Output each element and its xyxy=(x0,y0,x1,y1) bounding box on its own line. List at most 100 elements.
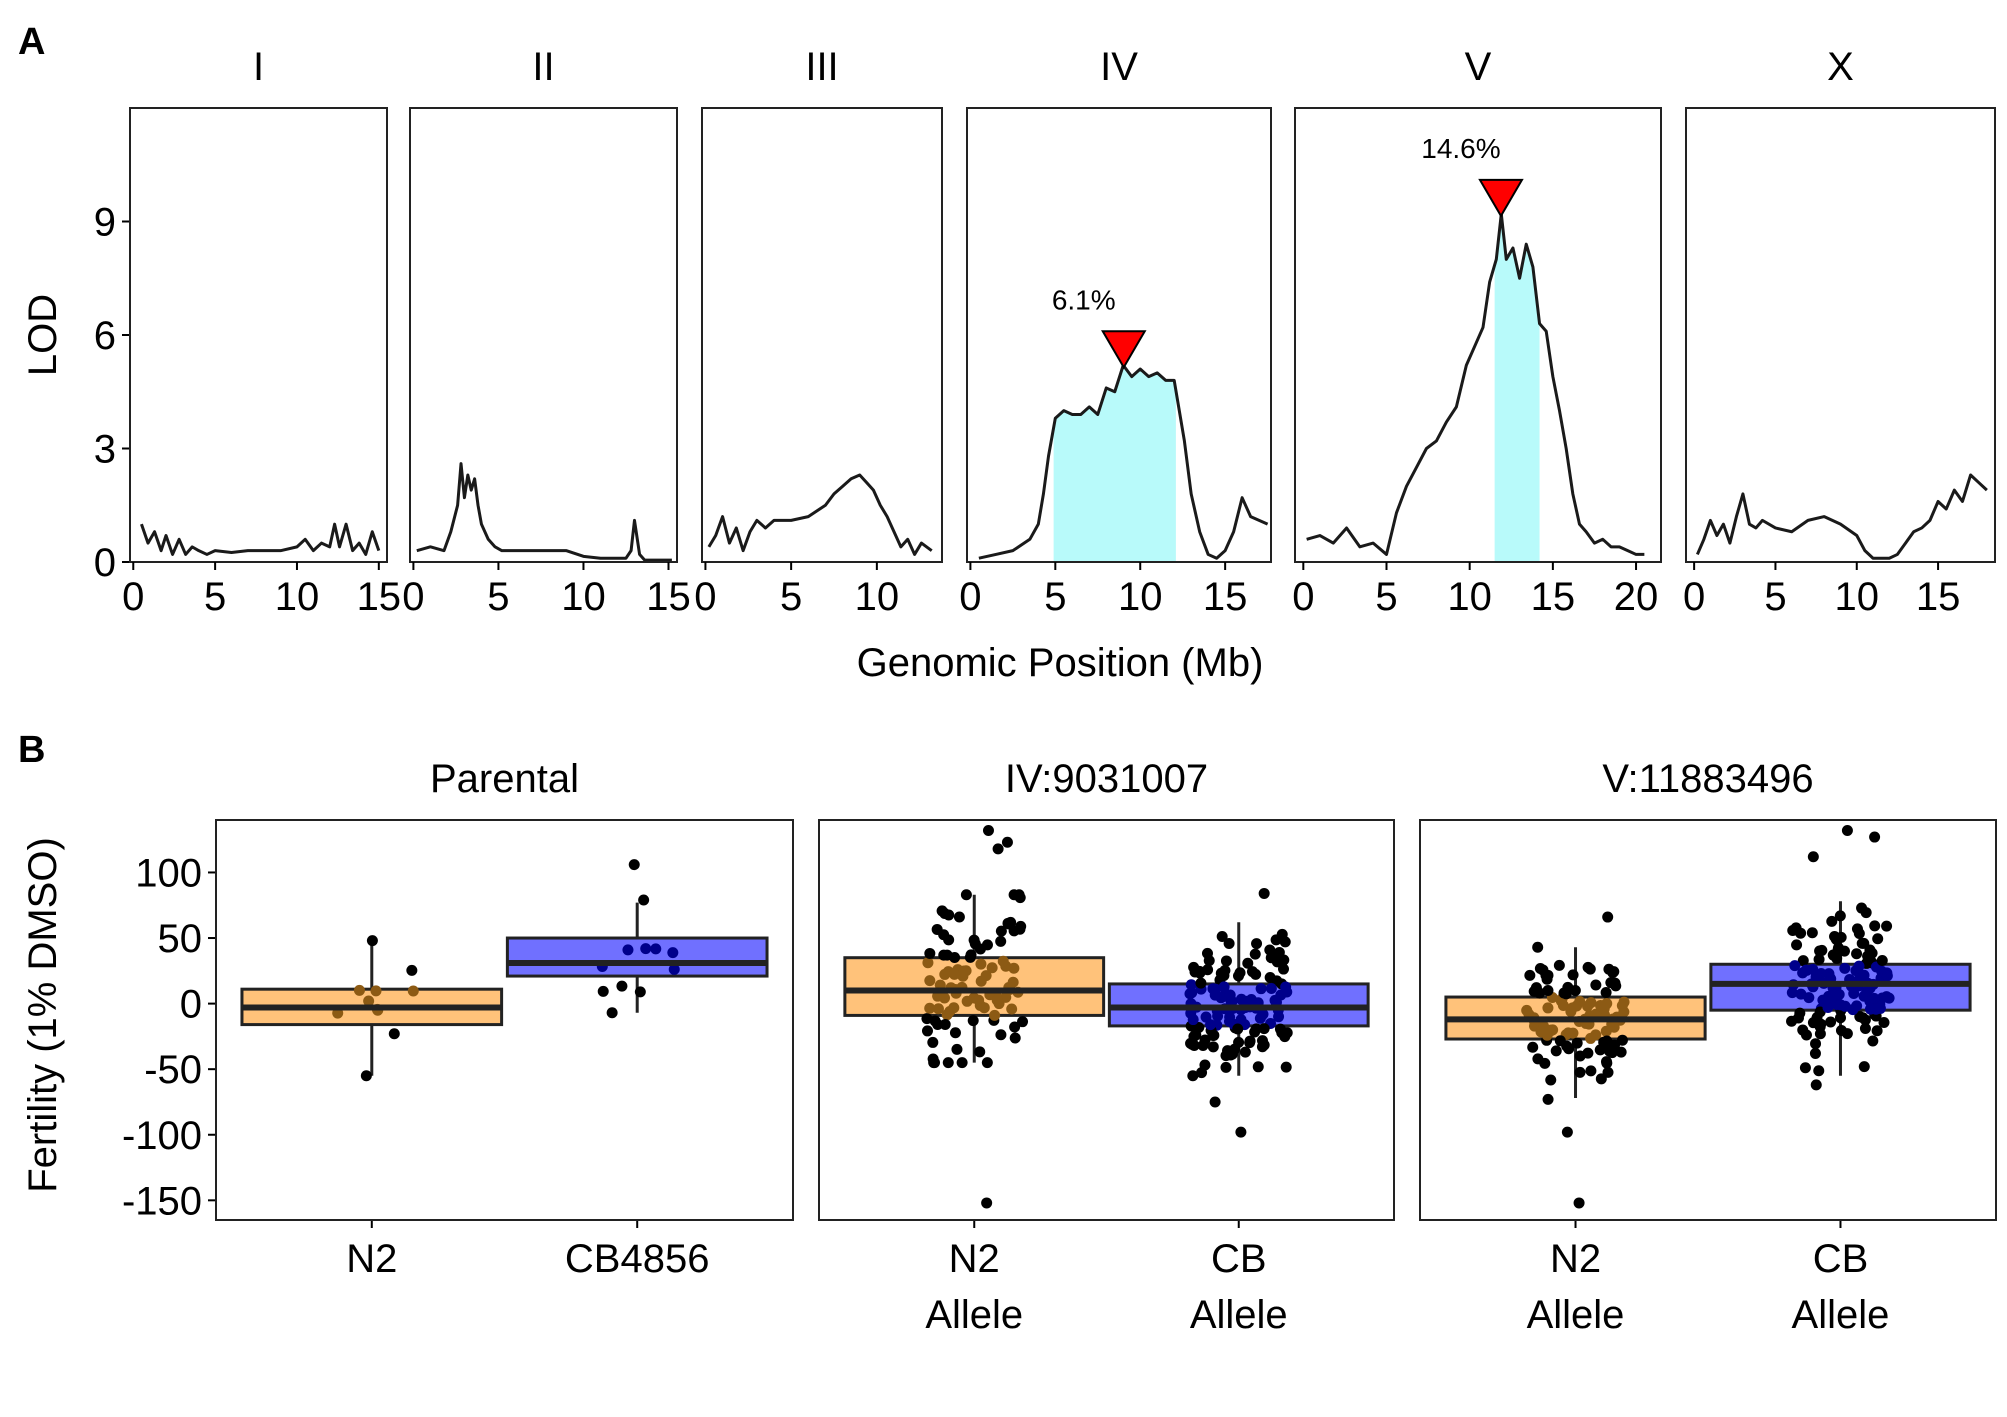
fertility-frame-parental xyxy=(215,819,794,1221)
data-point-v-11883496-cb-allele xyxy=(1827,990,1839,1002)
data-point-iv-9031007-cb-allele xyxy=(1232,970,1244,982)
lod-x-tick-label: 10 xyxy=(1118,575,1163,619)
lod-line-iv xyxy=(978,363,1269,560)
lod-x-tick-label: 20 xyxy=(1614,575,1659,619)
data-point-v-11883496-cb-allele xyxy=(1868,992,1880,1004)
fertility-y-tick-label: -150 xyxy=(122,1179,202,1223)
data-point-v-11883496-cb-allele xyxy=(1799,1062,1811,1074)
data-point-iv-9031007-n2-allele xyxy=(978,1002,990,1014)
fertility-frame-v-11883496 xyxy=(1419,819,1997,1221)
data-point-iv-9031007-n2-allele xyxy=(958,966,970,978)
data-point-v-11883496-n2-allele xyxy=(1562,1027,1574,1039)
data-point-iv-9031007-cb-allele xyxy=(1215,992,1227,1004)
fertility-x-tick-label: CB xyxy=(1211,1237,1267,1281)
data-point-iv-9031007-n2-allele xyxy=(948,968,960,980)
panel-a-letter: A xyxy=(18,21,45,63)
data-point-iv-9031007-n2-allele xyxy=(982,824,994,836)
data-point-v-11883496-cb-allele xyxy=(1795,988,1807,1000)
data-point-iv-9031007-cb-allele xyxy=(1279,936,1291,948)
lod-strip-x: X xyxy=(1827,45,1854,89)
data-point-iv-9031007-cb-allele xyxy=(1218,981,1230,993)
data-point-v-11883496-cb-allele xyxy=(1809,1047,1821,1059)
data-point-iv-9031007-cb-allele xyxy=(1278,963,1290,975)
data-point-iv-9031007-n2-allele xyxy=(938,992,950,1004)
lod-line-ii xyxy=(416,462,672,562)
lod-x-tick-label: 5 xyxy=(780,575,802,619)
data-point-v-11883496-cb-allele xyxy=(1810,1079,1822,1091)
data-point-iv-9031007-n2-allele xyxy=(943,909,955,921)
lod-x-tick-label: 15 xyxy=(1916,575,1961,619)
data-point-parental-cb4856 xyxy=(622,944,634,956)
data-point-v-11883496-n2-allele xyxy=(1601,1035,1613,1047)
data-point-iv-9031007-n2-allele xyxy=(921,1025,933,1037)
data-point-v-11883496-cb-allele xyxy=(1834,1012,1846,1024)
data-point-iv-9031007-cb-allele xyxy=(1239,1046,1251,1058)
data-point-v-11883496-cb-allele xyxy=(1824,972,1836,984)
data-point-v-11883496-cb-allele xyxy=(1797,1024,1809,1036)
data-point-iv-9031007-cb-allele xyxy=(1270,934,1282,946)
data-point-v-11883496-cb-allele xyxy=(1814,1021,1826,1033)
fertility-y-tick-label: 0 xyxy=(180,983,202,1027)
data-point-iv-9031007-n2-allele xyxy=(944,1005,956,1017)
data-point-iv-9031007-cb-allele xyxy=(1273,946,1285,958)
data-point-parental-cb4856 xyxy=(616,980,628,992)
data-point-parental-n2 xyxy=(370,985,382,997)
lod-frame-x xyxy=(1685,107,1996,563)
data-point-v-11883496-n2-allele xyxy=(1585,997,1597,1009)
data-point-v-11883496-n2-allele xyxy=(1574,1066,1586,1078)
data-point-iv-9031007-cb-allele xyxy=(1235,993,1247,1005)
data-point-iv-9031007-n2-allele xyxy=(995,1029,1007,1041)
data-point-iv-9031007-cb-allele xyxy=(1280,1061,1292,1073)
data-point-v-11883496-n2-allele xyxy=(1521,1004,1533,1016)
data-point-v-11883496-n2-allele xyxy=(1567,969,1579,981)
fertility-x-tick-label: Allele xyxy=(1527,1293,1625,1337)
data-point-v-11883496-cb-allele xyxy=(1815,968,1827,980)
lod-x-tick-label: 5 xyxy=(1375,575,1397,619)
data-point-iv-9031007-cb-allele xyxy=(1220,955,1232,967)
data-point-iv-9031007-n2-allele xyxy=(1001,836,1013,848)
fertility-x-tick-label: CB xyxy=(1813,1237,1869,1281)
data-point-v-11883496-n2-allele xyxy=(1557,999,1569,1011)
data-point-parental-n2 xyxy=(353,984,365,996)
fertility-x-tick-label: N2 xyxy=(346,1237,397,1281)
lod-x-tick-label: 5 xyxy=(1764,575,1786,619)
data-point-v-11883496-n2-allele xyxy=(1550,1045,1562,1057)
data-point-iv-9031007-cb-allele xyxy=(1250,968,1262,980)
data-point-iv-9031007-n2-allele xyxy=(989,1009,1001,1021)
data-point-iv-9031007-cb-allele xyxy=(1255,983,1267,995)
data-point-iv-9031007-cb-allele xyxy=(1218,969,1230,981)
peak-marker-v xyxy=(1478,178,1524,218)
data-point-parental-cb4856 xyxy=(650,943,662,955)
data-point-iv-9031007-n2-allele xyxy=(975,975,987,987)
data-point-iv-9031007-n2-allele xyxy=(1014,923,1026,935)
data-point-v-11883496-cb-allele xyxy=(1839,962,1851,974)
data-point-iv-9031007-cb-allele xyxy=(1271,956,1283,968)
data-point-iv-9031007-cb-allele xyxy=(1232,1023,1244,1035)
data-point-v-11883496-cb-allele xyxy=(1851,948,1863,960)
data-point-iv-9031007-cb-allele xyxy=(1223,938,1235,950)
fertility-x-tick-label: Allele xyxy=(1190,1293,1288,1337)
data-point-iv-9031007-cb-allele xyxy=(1258,1023,1270,1035)
data-point-v-11883496-n2-allele xyxy=(1602,1066,1614,1078)
data-point-v-11883496-cb-allele xyxy=(1825,1016,1837,1028)
data-point-iv-9031007-cb-allele xyxy=(1279,1031,1291,1043)
data-point-v-11883496-n2-allele xyxy=(1582,961,1594,973)
data-point-iv-9031007-cb-allele xyxy=(1205,1019,1217,1031)
data-point-v-11883496-cb-allele xyxy=(1791,939,1803,951)
lod-x-tick-label: 15 xyxy=(1531,575,1576,619)
data-point-v-11883496-cb-allele xyxy=(1841,1028,1853,1040)
box-iv-9031007-n2-allele xyxy=(843,956,1106,1017)
fertility-x-tick-label: N2 xyxy=(949,1237,1000,1281)
data-point-iv-9031007-n2-allele xyxy=(964,951,976,963)
data-point-iv-9031007-cb-allele xyxy=(1186,987,1198,999)
data-point-v-11883496-cb-allele xyxy=(1872,933,1884,945)
data-point-iv-9031007-cb-allele xyxy=(1201,947,1213,959)
data-point-iv-9031007-cb-allele xyxy=(1187,1070,1199,1082)
data-point-iv-9031007-n2-allele xyxy=(942,1057,954,1069)
data-point-v-11883496-n2-allele xyxy=(1535,1026,1547,1038)
data-point-v-11883496-n2-allele xyxy=(1545,1074,1557,1086)
data-point-iv-9031007-n2-allele xyxy=(939,968,951,980)
data-point-iv-9031007-n2-allele xyxy=(924,975,936,987)
lod-x-tick-label: 0 xyxy=(402,575,424,619)
data-point-v-11883496-n2-allele xyxy=(1600,987,1612,999)
